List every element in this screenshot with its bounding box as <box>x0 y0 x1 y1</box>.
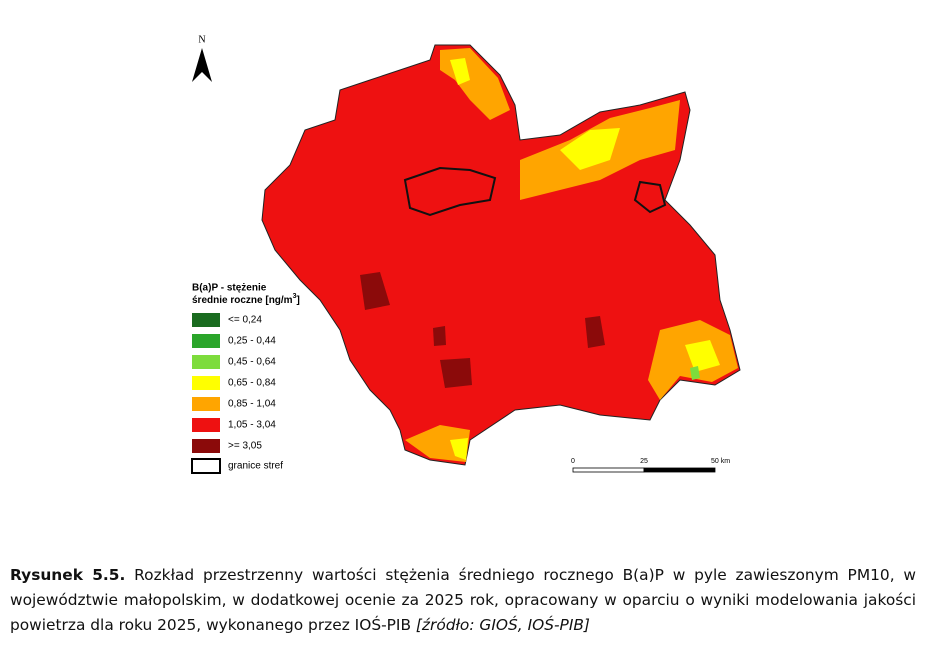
legend-title: średnie roczne [ng/m3] <box>192 293 300 306</box>
zone-boundary <box>633 180 667 214</box>
legend-swatch <box>192 439 220 453</box>
caption-text: Rozkład przestrzenny wartości stężenia ś… <box>10 566 916 634</box>
legend-swatch <box>192 355 220 369</box>
caption-label: Rysunek 5.5. <box>10 566 126 584</box>
legend-label: <= 0,24 <box>228 315 262 326</box>
scale-label: 50 km <box>711 458 730 465</box>
north-label: N <box>198 34 205 45</box>
legend-label: 0,65 - 0,84 <box>228 378 276 389</box>
caption: Rysunek 5.5. Rozkład przestrzenny wartoś… <box>10 563 916 638</box>
legend-swatch <box>192 313 220 327</box>
map-figure: N B(a)P - stężenie średnie roczne [ng/m3… <box>191 34 741 474</box>
north-arrow <box>192 48 212 82</box>
boundary-swatch <box>191 458 221 474</box>
legend-title-close: ] <box>296 295 299 306</box>
legend-title: B(a)P - stężenie <box>192 283 267 294</box>
legend-title-sup: 3 <box>293 293 297 300</box>
caption-source: [źródło: GIOŚ, IOŚ-PIB] <box>415 616 590 634</box>
concentration-patches <box>360 48 738 462</box>
legend-swatch <box>192 418 220 432</box>
scale-bar <box>572 467 645 473</box>
boundary-label: granice stref <box>228 461 283 472</box>
scale: 0 25 50 km <box>571 458 730 465</box>
legend-title-text: średnie roczne [ng/m <box>192 295 293 306</box>
scale-label: 25 <box>640 458 648 465</box>
scale-bar <box>643 467 716 473</box>
legend-swatch <box>192 376 220 390</box>
legend-label: 0,45 - 0,64 <box>228 357 276 368</box>
legend-label: 1,05 - 3,04 <box>228 420 276 431</box>
legend: <= 0,24 0,25 - 0,44 0,45 - 0,64 0,65 - 0,84… <box>192 313 276 453</box>
legend-swatch <box>192 397 220 411</box>
legend-label: >= 3,05 <box>228 441 262 452</box>
legend-label: 0,85 - 1,04 <box>228 399 276 410</box>
legend-swatch <box>192 334 220 348</box>
scale-label: 0 <box>571 458 575 465</box>
zone-boundary <box>403 166 497 217</box>
legend-label: 0,25 - 0,44 <box>228 336 276 347</box>
